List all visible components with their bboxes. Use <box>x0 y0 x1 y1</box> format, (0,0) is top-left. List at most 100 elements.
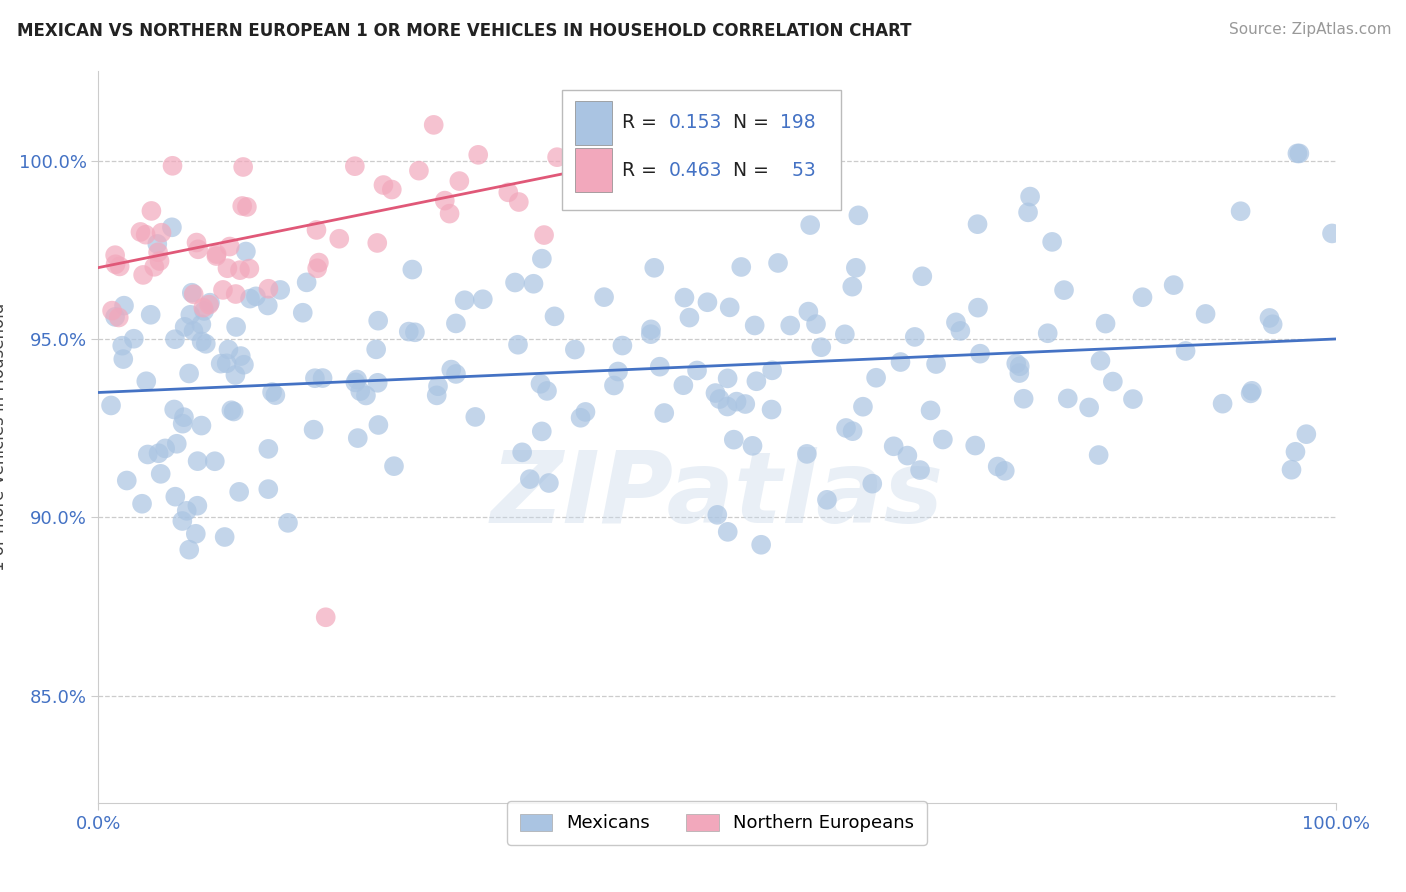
Point <box>307 261 329 276</box>
Point <box>612 338 634 352</box>
Point <box>745 374 768 388</box>
Point <box>696 295 718 310</box>
Point <box>1101 375 1123 389</box>
Bar <box>575 101 612 145</box>
Point <box>522 277 544 291</box>
Point <box>945 315 967 329</box>
Point <box>1078 401 1101 415</box>
Point <box>1295 427 1317 442</box>
Point <box>381 182 404 196</box>
Point <box>328 232 350 246</box>
Point <box>749 538 772 552</box>
Point <box>269 283 291 297</box>
Point <box>232 358 254 372</box>
Point <box>135 227 157 242</box>
Point <box>308 255 330 269</box>
Point <box>190 318 212 332</box>
Point <box>1094 317 1116 331</box>
Point <box>546 150 568 164</box>
Point <box>529 376 551 391</box>
Point <box>229 263 252 277</box>
Point <box>163 332 186 346</box>
Point <box>277 516 299 530</box>
Point <box>186 499 208 513</box>
Point <box>422 118 444 132</box>
Point <box>198 297 221 311</box>
Point <box>256 298 278 312</box>
Point <box>218 239 240 253</box>
Point <box>401 262 423 277</box>
Point <box>100 399 122 413</box>
Text: R =: R = <box>621 113 662 132</box>
Point <box>148 254 170 268</box>
Point <box>1008 359 1031 374</box>
Point <box>519 472 541 486</box>
Point <box>704 386 727 401</box>
Point <box>238 261 260 276</box>
Point <box>896 449 918 463</box>
Point <box>815 492 838 507</box>
Point <box>1056 392 1078 406</box>
Point <box>101 303 124 318</box>
Text: 0.463: 0.463 <box>669 161 723 179</box>
Point <box>797 304 820 318</box>
Point <box>104 248 127 262</box>
Point <box>1194 307 1216 321</box>
Point <box>467 148 489 162</box>
Point <box>111 339 134 353</box>
Point <box>841 424 863 438</box>
Point <box>149 467 172 481</box>
Point <box>217 343 239 357</box>
Point <box>180 285 202 300</box>
Point <box>225 320 247 334</box>
Point <box>761 402 783 417</box>
Point <box>315 610 337 624</box>
Point <box>221 403 243 417</box>
Point <box>706 508 728 522</box>
Point <box>143 260 166 274</box>
Point <box>718 301 741 315</box>
Point <box>643 260 665 275</box>
Point <box>1005 356 1028 370</box>
Point <box>186 235 208 250</box>
Text: MEXICAN VS NORTHERN EUROPEAN 1 OR MORE VEHICLES IN HOUSEHOLD CORRELATION CHART: MEXICAN VS NORTHERN EUROPEAN 1 OR MORE V… <box>17 22 911 40</box>
Point <box>349 384 371 398</box>
Point <box>723 433 745 447</box>
Point <box>257 282 280 296</box>
Point <box>969 347 991 361</box>
Text: ZIPatlas: ZIPatlas <box>491 447 943 544</box>
Point <box>204 454 226 468</box>
Point <box>453 293 475 308</box>
Point <box>229 349 252 363</box>
Point <box>686 363 709 377</box>
Point <box>498 186 520 200</box>
Point <box>799 218 821 232</box>
Point <box>172 514 194 528</box>
Point <box>148 446 170 460</box>
Point <box>925 357 948 371</box>
Point <box>172 417 194 431</box>
Point <box>112 299 135 313</box>
Point <box>311 371 333 385</box>
Point <box>354 388 377 402</box>
Point <box>1240 384 1263 398</box>
Point <box>190 418 212 433</box>
Point <box>569 410 592 425</box>
Point <box>648 359 671 374</box>
Point <box>678 310 700 325</box>
Point <box>236 200 259 214</box>
Point <box>367 313 389 327</box>
Point <box>444 317 467 331</box>
Point <box>373 178 395 192</box>
Text: R =: R = <box>621 161 662 179</box>
Point <box>1229 204 1251 219</box>
Point <box>187 454 209 468</box>
Point <box>672 378 695 392</box>
Point <box>141 203 163 218</box>
Point <box>717 371 740 385</box>
Point <box>1012 392 1035 406</box>
Point <box>146 236 169 251</box>
Point <box>967 301 990 315</box>
Point <box>966 217 988 231</box>
Point <box>508 194 530 209</box>
